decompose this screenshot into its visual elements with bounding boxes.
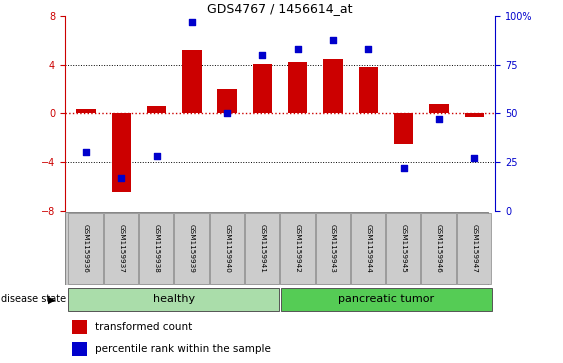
Point	[117, 175, 126, 180]
Text: ▶: ▶	[48, 294, 55, 305]
Text: percentile rank within the sample: percentile rank within the sample	[95, 344, 271, 354]
Bar	[280, 213, 315, 284]
Point	[293, 46, 302, 52]
Point	[470, 155, 479, 161]
Bar	[147, 106, 166, 113]
Text: GSM1159939: GSM1159939	[189, 224, 195, 273]
Text: GSM1159945: GSM1159945	[401, 224, 406, 273]
Text: GSM1159937: GSM1159937	[118, 224, 124, 273]
Bar	[69, 213, 102, 284]
Text: GSM1159947: GSM1159947	[471, 224, 477, 273]
Text: GSM1159944: GSM1159944	[365, 224, 372, 273]
Bar	[457, 213, 491, 284]
Bar	[323, 59, 343, 113]
Text: GSM1159942: GSM1159942	[295, 224, 301, 273]
Bar	[394, 113, 413, 144]
Point	[187, 19, 196, 25]
Text: transformed count: transformed count	[95, 322, 192, 332]
Bar	[104, 213, 138, 284]
Point	[82, 150, 91, 155]
Bar	[281, 288, 492, 311]
Bar	[182, 50, 202, 113]
Text: GSM1159946: GSM1159946	[436, 224, 442, 273]
Text: GSM1159938: GSM1159938	[154, 224, 159, 273]
Bar	[316, 213, 350, 284]
Point	[329, 37, 338, 42]
Bar	[253, 64, 272, 113]
Text: pancreatic tumor: pancreatic tumor	[338, 294, 435, 305]
Bar	[288, 62, 307, 113]
Bar	[209, 213, 244, 284]
Bar	[464, 113, 484, 117]
Bar	[76, 109, 96, 113]
Bar	[386, 213, 421, 284]
Bar	[72, 342, 87, 356]
Text: GSM1159936: GSM1159936	[83, 224, 89, 273]
Point	[364, 46, 373, 52]
Bar	[139, 213, 173, 284]
Text: healthy: healthy	[153, 294, 195, 305]
Point	[258, 52, 267, 58]
Bar	[429, 104, 449, 113]
Text: GSM1159940: GSM1159940	[224, 224, 230, 273]
Text: disease state: disease state	[1, 294, 66, 305]
Bar	[422, 213, 455, 284]
Point	[222, 110, 231, 116]
Text: GSM1159941: GSM1159941	[260, 224, 265, 273]
Bar	[245, 213, 279, 284]
Bar	[351, 213, 385, 284]
Bar	[359, 67, 378, 113]
Bar	[217, 89, 237, 113]
Text: GSM1159943: GSM1159943	[330, 224, 336, 273]
Point	[435, 117, 444, 122]
Title: GDS4767 / 1456614_at: GDS4767 / 1456614_at	[207, 2, 353, 15]
Bar	[175, 213, 209, 284]
Bar	[68, 288, 279, 311]
Bar	[72, 320, 87, 334]
Point	[152, 153, 161, 159]
Point	[399, 165, 408, 171]
Bar	[111, 113, 131, 192]
